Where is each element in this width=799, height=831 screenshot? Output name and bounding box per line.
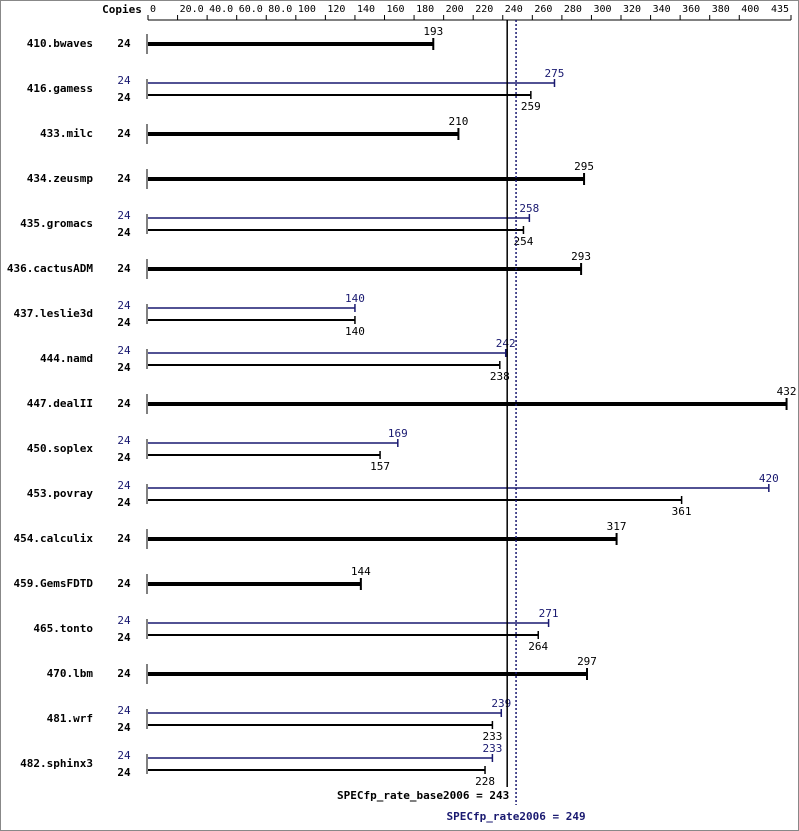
- x-tick-label: 180: [416, 4, 434, 15]
- x-tick-label: 320: [623, 4, 641, 15]
- x-tick-label: 280: [564, 4, 582, 15]
- value-label: 271: [539, 607, 559, 620]
- x-tick-label: 240: [505, 4, 523, 15]
- benchmark-label: 465.tonto: [33, 622, 93, 635]
- copies-label: 24: [117, 37, 131, 50]
- value-label: 228: [475, 775, 495, 788]
- copies-label: 24: [117, 766, 131, 779]
- x-tick-label: 160: [387, 4, 405, 15]
- copies-label: 24: [117, 631, 131, 644]
- benchmark-label: 481.wrf: [47, 712, 93, 725]
- x-tick-label: 200: [446, 4, 464, 15]
- value-label: 140: [345, 292, 365, 305]
- x-tick-label: 435: [771, 4, 789, 15]
- copies-label: 24: [117, 262, 131, 275]
- x-tick-label: 220: [475, 4, 493, 15]
- value-label: 169: [388, 427, 408, 440]
- x-tick-label: 100: [298, 4, 316, 15]
- value-label: 242: [496, 337, 516, 350]
- value-label: 297: [577, 655, 597, 668]
- copies-label: 24: [117, 74, 131, 87]
- benchmark-label: 434.zeusmp: [27, 172, 94, 185]
- value-label: 432: [777, 385, 797, 398]
- copies-label: 24: [117, 614, 131, 627]
- benchmark-label: 454.calculix: [14, 532, 94, 545]
- copies-label: 24: [117, 577, 131, 590]
- x-tick-label: 340: [653, 4, 671, 15]
- benchmark-label: 453.povray: [27, 487, 94, 500]
- benchmark-label: 437.leslie3d: [14, 307, 93, 320]
- value-label: 295: [574, 160, 594, 173]
- value-label: 238: [490, 370, 510, 383]
- value-label: 258: [519, 202, 539, 215]
- copies-label: 24: [117, 704, 131, 717]
- copies-label: 24: [117, 91, 131, 104]
- x-tick-label: 20.0: [180, 4, 204, 15]
- benchmark-label: 470.lbm: [47, 667, 94, 680]
- value-label: 275: [545, 67, 565, 80]
- value-label: 233: [482, 742, 502, 755]
- copies-label: 24: [117, 451, 131, 464]
- copies-label: 24: [117, 172, 131, 185]
- copies-label: 24: [117, 361, 131, 374]
- x-tick-label: 120: [327, 4, 345, 15]
- copies-label: 24: [117, 397, 131, 410]
- copies-label: 24: [117, 532, 131, 545]
- x-tick-label: 260: [534, 4, 552, 15]
- value-label: 259: [521, 100, 541, 113]
- benchmark-label: 447.dealII: [27, 397, 93, 410]
- x-tick-label: 60.0: [239, 4, 263, 15]
- value-label: 233: [482, 730, 502, 743]
- value-label: 361: [672, 505, 692, 518]
- value-label: 140: [345, 325, 365, 338]
- benchmark-label: 450.soplex: [27, 442, 94, 455]
- benchmark-label: 459.GemsFDTD: [14, 577, 94, 590]
- benchmark-label: 444.namd: [40, 352, 93, 365]
- x-tick-label: 300: [593, 4, 611, 15]
- value-label: 193: [423, 25, 443, 38]
- benchmark-label: 416.gamess: [27, 82, 93, 95]
- x-tick-label: 40.0: [209, 4, 233, 15]
- copies-label: 24: [117, 434, 131, 447]
- copies-label: 24: [117, 496, 131, 509]
- value-label: 239: [491, 697, 511, 710]
- value-label: 254: [514, 235, 534, 248]
- x-tick-label: 0: [150, 4, 156, 15]
- copies-header: Copies: [102, 3, 142, 16]
- value-label: 293: [571, 250, 591, 263]
- copies-label: 24: [117, 127, 131, 140]
- copies-label: 24: [117, 479, 131, 492]
- copies-label: 24: [117, 344, 131, 357]
- value-label: 420: [759, 472, 779, 485]
- copies-label: 24: [117, 299, 131, 312]
- x-tick-label: 140: [357, 4, 375, 15]
- copies-label: 24: [117, 209, 131, 222]
- benchmark-label: 410.bwaves: [27, 37, 93, 50]
- x-tick-label: 400: [741, 4, 759, 15]
- x-tick-label: 360: [682, 4, 700, 15]
- value-label: 157: [370, 460, 390, 473]
- reference-label: SPECfp_rate_base2006 = 243: [337, 789, 509, 802]
- copies-label: 24: [117, 721, 131, 734]
- benchmark-label: 436.cactusADM: [7, 262, 93, 275]
- value-label: 210: [448, 115, 468, 128]
- copies-label: 24: [117, 749, 131, 762]
- benchmark-label: 482.sphinx3: [20, 757, 93, 770]
- x-tick-label: 80.0: [268, 4, 292, 15]
- value-label: 264: [528, 640, 548, 653]
- copies-label: 24: [117, 316, 131, 329]
- value-label: 317: [607, 520, 627, 533]
- reference-label: SPECfp_rate2006 = 249: [447, 810, 586, 823]
- benchmark-label: 433.milc: [40, 127, 93, 140]
- value-label: 144: [351, 565, 371, 578]
- benchmark-label: 435.gromacs: [20, 217, 93, 230]
- x-tick-label: 380: [712, 4, 730, 15]
- copies-label: 24: [117, 226, 131, 239]
- copies-label: 24: [117, 667, 131, 680]
